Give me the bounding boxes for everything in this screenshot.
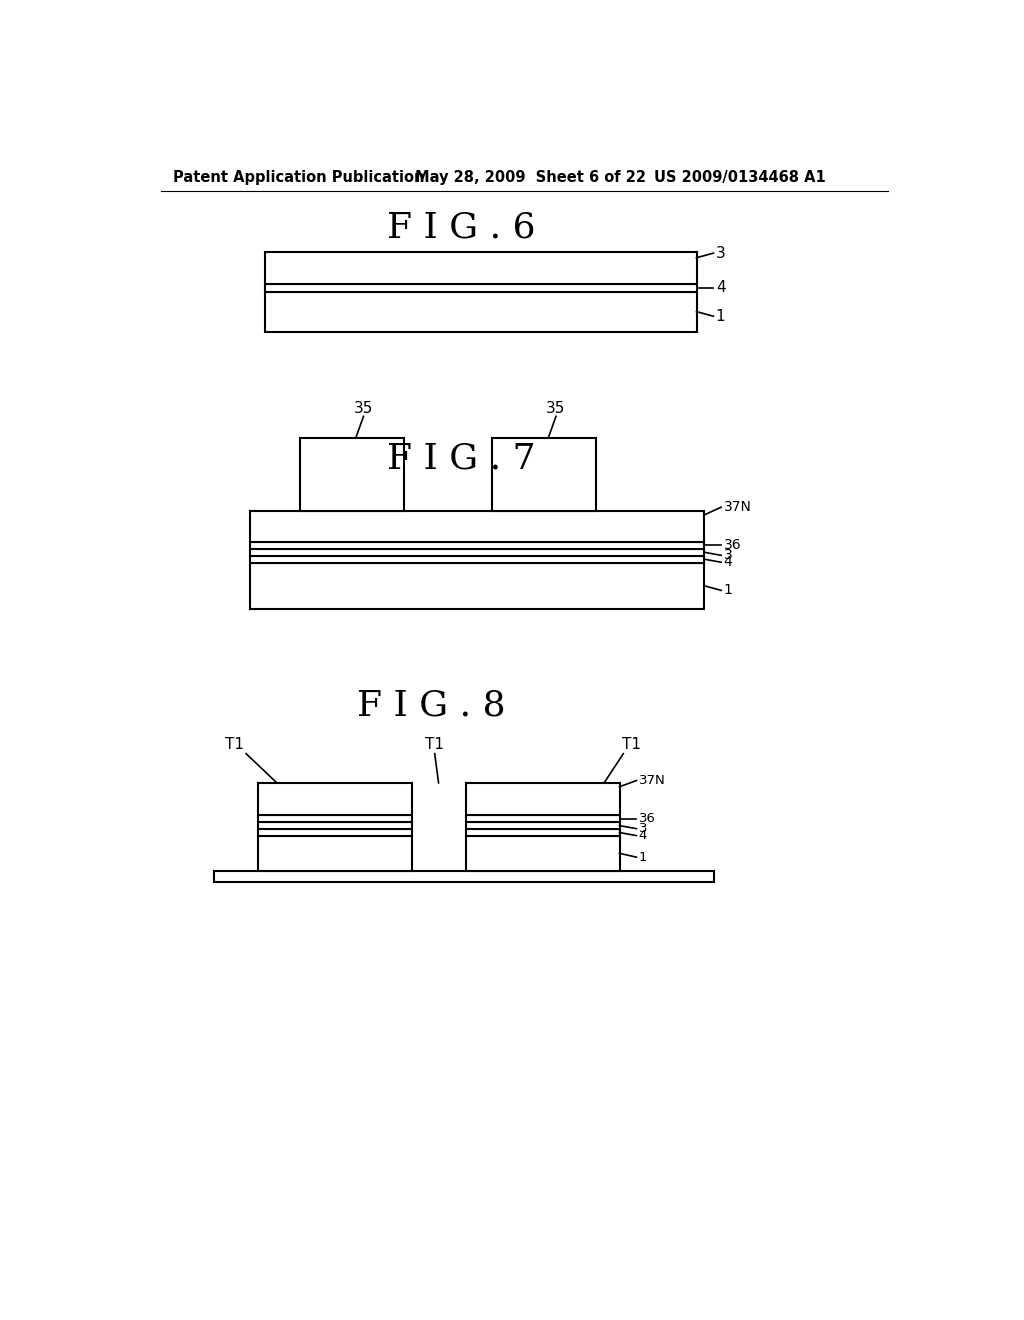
Bar (466, 822, 620, 829)
Text: T1: T1 (622, 737, 641, 752)
Bar (250, 511, 705, 543)
Text: 4: 4 (639, 829, 647, 842)
Bar (250, 543, 705, 549)
Text: 36: 36 (639, 812, 655, 825)
Bar (466, 836, 620, 871)
Text: Patent Application Publication: Patent Application Publication (173, 170, 424, 185)
Bar (250, 549, 705, 556)
Bar (466, 829, 620, 836)
Bar (258, 829, 412, 836)
Text: 4: 4 (716, 280, 725, 296)
Text: 3: 3 (639, 822, 647, 836)
Text: 4: 4 (724, 556, 732, 569)
Bar (466, 816, 620, 822)
Bar (250, 562, 705, 609)
Text: May 28, 2009  Sheet 6 of 22: May 28, 2009 Sheet 6 of 22 (416, 170, 646, 185)
Text: US 2009/0134468 A1: US 2009/0134468 A1 (654, 170, 826, 185)
Bar (466, 783, 620, 816)
Bar (265, 292, 696, 331)
Text: 1: 1 (639, 850, 647, 863)
Text: 3: 3 (724, 548, 732, 562)
Bar (265, 284, 696, 292)
Bar (214, 871, 714, 882)
Bar (300, 438, 403, 511)
Text: 37N: 37N (724, 500, 752, 515)
Text: 37N: 37N (639, 774, 666, 787)
Text: 1: 1 (716, 309, 725, 323)
Bar (258, 836, 412, 871)
Text: F I G . 6: F I G . 6 (387, 211, 536, 244)
Text: T1: T1 (425, 737, 444, 752)
Text: F I G . 8: F I G . 8 (356, 688, 505, 722)
Bar (258, 822, 412, 829)
Text: T1: T1 (225, 737, 244, 752)
Text: 35: 35 (354, 401, 373, 416)
Bar (493, 438, 596, 511)
Bar (265, 252, 696, 284)
Bar (258, 783, 412, 816)
Bar (258, 816, 412, 822)
Text: 1: 1 (724, 583, 732, 598)
Text: 35: 35 (546, 401, 565, 416)
Text: F I G . 7: F I G . 7 (387, 442, 536, 475)
Text: 36: 36 (724, 539, 741, 552)
Text: 3: 3 (716, 246, 726, 260)
Bar (250, 556, 705, 562)
